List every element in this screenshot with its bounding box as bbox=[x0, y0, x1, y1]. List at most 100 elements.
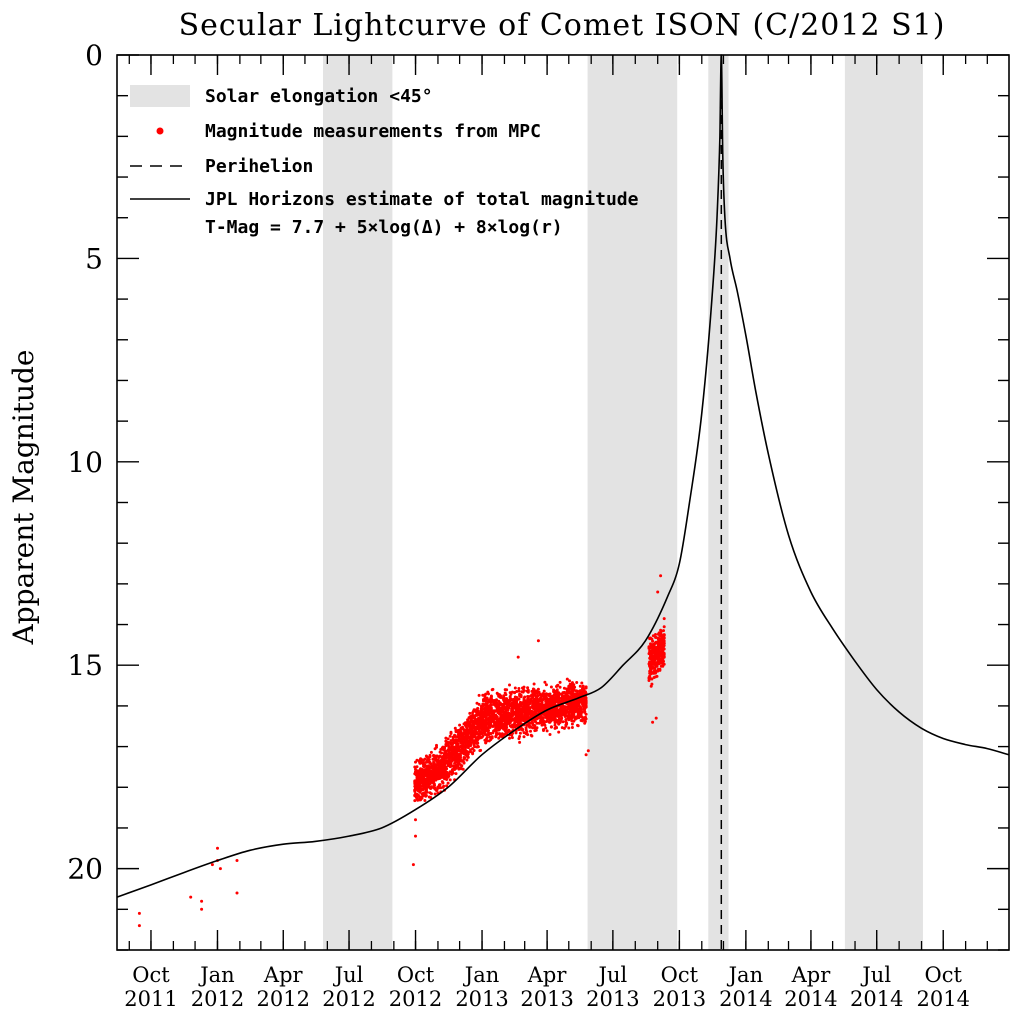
mpc-point-3055 bbox=[584, 712, 588, 716]
mpc-point-15 bbox=[584, 753, 588, 757]
mpc-point-2594 bbox=[557, 696, 561, 700]
legend-label-4: JPL Horizons estimate of total magnitude bbox=[205, 189, 639, 210]
x-tick-month-5: Jan bbox=[463, 963, 499, 987]
x-tick-year-8: 2013 bbox=[653, 987, 706, 1011]
x-tick-month-0: Oct bbox=[132, 963, 170, 987]
mpc-point-1433 bbox=[490, 735, 494, 739]
legend-label-3: Perihelion bbox=[205, 156, 313, 177]
mpc-point-3058 bbox=[584, 717, 588, 721]
mpc-point-1961 bbox=[521, 728, 524, 732]
mpc-point-1 bbox=[137, 924, 141, 928]
mpc-point-307 bbox=[428, 753, 432, 757]
mpc-point-2995 bbox=[581, 719, 584, 723]
mpc-point-2708 bbox=[565, 687, 569, 691]
mpc-point-2454 bbox=[549, 725, 553, 729]
mpc-point-3335 bbox=[662, 617, 666, 621]
mpc-point-5 bbox=[200, 899, 204, 903]
mpc-point-3327 bbox=[662, 662, 666, 666]
y-tick-labels: 0 5 10 15 20 bbox=[67, 39, 103, 886]
mpc-point-1979 bbox=[522, 735, 526, 739]
x-tick-year-9: 2014 bbox=[719, 987, 772, 1011]
mpc-point-612 bbox=[445, 784, 449, 788]
mpc-point-3050 bbox=[584, 696, 588, 700]
mpc-point-3001 bbox=[581, 684, 585, 688]
mpc-point-999 bbox=[466, 755, 470, 759]
mpc-point-1367 bbox=[487, 733, 490, 737]
x-tick-year-3: 2012 bbox=[322, 987, 375, 1011]
mpc-point-2156 bbox=[532, 682, 536, 686]
mpc-point-4 bbox=[200, 907, 204, 911]
mpc-point-607 bbox=[445, 778, 449, 781]
mpc-point-2432 bbox=[548, 692, 552, 696]
mpc-point-1675 bbox=[504, 693, 508, 697]
mpc-point-2202 bbox=[534, 728, 538, 732]
solar-elongation-band-4 bbox=[844, 55, 923, 950]
mpc-point-1919 bbox=[518, 740, 522, 744]
mpc-point-2455 bbox=[549, 685, 553, 689]
x-tick-month-11: Jul bbox=[860, 963, 891, 987]
mpc-point-3111 bbox=[649, 670, 653, 674]
mpc-point-3031 bbox=[583, 709, 587, 713]
legend: Solar elongation <45° Magnitude measureme… bbox=[130, 85, 639, 238]
mpc-point-2056 bbox=[526, 686, 530, 690]
legend-formula: T-Mag = 7.7 + 5×log(Δ) + 8×log(r) bbox=[205, 217, 563, 238]
x-tick-month-7: Jul bbox=[597, 963, 628, 987]
mpc-point-1741 bbox=[508, 683, 511, 687]
mpc-point-2588 bbox=[557, 730, 561, 734]
mpc-point-1975 bbox=[522, 685, 526, 689]
mpc-point-19 bbox=[656, 590, 660, 594]
mpc-point-140 bbox=[419, 784, 423, 788]
mpc-point-631 bbox=[446, 737, 450, 741]
mpc-point-426 bbox=[435, 745, 438, 749]
mpc-point-1175 bbox=[477, 693, 481, 697]
x-tick-month-10: Apr bbox=[791, 963, 832, 987]
mpc-point-3184 bbox=[654, 633, 657, 636]
jpl-curve-line bbox=[116, 54, 1010, 898]
mpc-point-6 bbox=[210, 863, 214, 867]
mpc-point-2808 bbox=[570, 722, 574, 726]
mpc-point-16 bbox=[586, 749, 590, 753]
mpc-measurement-points bbox=[137, 574, 666, 928]
mpc-point-3337 bbox=[662, 633, 666, 637]
mpc-point-3132 bbox=[651, 639, 655, 643]
x-tick-month-6: Apr bbox=[527, 963, 568, 987]
y-axis-label: Apparent Magnitude bbox=[7, 350, 40, 646]
x-tick-labels: Oct2011Jan2012Apr2012Jul2012Oct2012Jan20… bbox=[124, 963, 970, 1011]
mpc-point-2606 bbox=[558, 680, 562, 684]
mpc-point-1420 bbox=[489, 703, 493, 707]
mpc-point-2332 bbox=[542, 689, 546, 693]
mpc-point-185 bbox=[422, 760, 425, 764]
mpc-point-75 bbox=[415, 758, 419, 762]
mpc-point-2 bbox=[137, 911, 141, 915]
mpc-point-3039 bbox=[583, 720, 587, 723]
mpc-point-2438 bbox=[548, 733, 552, 736]
mpc-point-573 bbox=[443, 747, 446, 751]
mpc-point-2982 bbox=[580, 710, 584, 714]
mpc-point-1697 bbox=[505, 723, 509, 727]
mpc-point-481 bbox=[438, 783, 442, 787]
axis-ticks bbox=[117, 54, 1009, 951]
mpc-point-2554 bbox=[555, 726, 558, 729]
mpc-point-499 bbox=[439, 786, 443, 790]
x-tick-year-6: 2013 bbox=[520, 987, 573, 1011]
mpc-point-2634 bbox=[560, 717, 564, 721]
mpc-point-711 bbox=[451, 771, 455, 775]
x-tick-year-7: 2013 bbox=[586, 987, 639, 1011]
mpc-point-1187 bbox=[477, 702, 481, 706]
mpc-point-2347 bbox=[543, 723, 547, 727]
mpc-point-2695 bbox=[564, 718, 568, 721]
mpc-point-3213 bbox=[655, 674, 659, 678]
x-tick-year-10: 2014 bbox=[784, 987, 837, 1011]
mpc-point-1467 bbox=[492, 729, 496, 733]
mpc-point-321 bbox=[429, 792, 433, 796]
mpc-point-626 bbox=[446, 781, 450, 785]
mpc-point-1774 bbox=[510, 736, 514, 740]
mpc-point-1954 bbox=[520, 713, 524, 717]
mpc-point-149 bbox=[419, 761, 423, 764]
mpc-point-920 bbox=[462, 761, 466, 765]
mpc-point-2355 bbox=[544, 726, 548, 730]
legend-label-2: Magnitude measurements from MPC bbox=[205, 121, 541, 142]
mpc-point-213 bbox=[423, 799, 427, 802]
mpc-point-33 bbox=[413, 765, 417, 769]
